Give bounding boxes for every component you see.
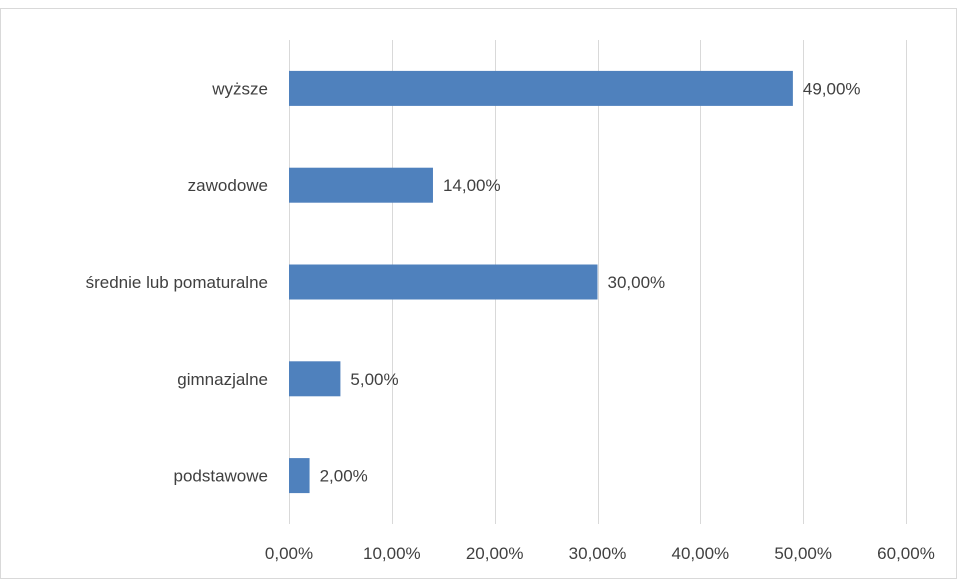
x-tick-label: 40,00%	[671, 544, 729, 563]
x-tick-label: 20,00%	[466, 544, 524, 563]
bars	[289, 70, 793, 494]
data-label: 30,00%	[608, 273, 666, 292]
category-label: gimnazjalne	[177, 370, 268, 389]
bar	[289, 264, 598, 300]
gridlines	[289, 40, 907, 524]
category-label: podstawowe	[173, 467, 268, 486]
x-tick-label: 10,00%	[363, 544, 421, 563]
bar	[289, 167, 433, 203]
category-labels: wyższe zawodowe średnie lub pomaturalne gim…	[86, 79, 268, 485]
x-tick-label: 50,00%	[774, 544, 832, 563]
data-label: 14,00%	[443, 176, 501, 195]
bar	[289, 70, 793, 106]
data-label: 5,00%	[350, 370, 398, 389]
data-label: 49,00%	[803, 79, 861, 98]
bar	[289, 458, 310, 494]
category-label: średnie lub pomaturalne	[86, 273, 268, 292]
data-labels: 49,00% 14,00% 30,00% 5,00% 2,00%	[320, 79, 861, 485]
x-tick-label: 60,00%	[877, 544, 935, 563]
bar	[289, 361, 341, 397]
category-label: zawodowe	[188, 176, 268, 195]
data-label: 2,00%	[320, 467, 368, 486]
x-tick-label: 0,00%	[265, 544, 313, 563]
category-label: wyższe	[211, 79, 268, 98]
x-axis-tick-labels: 0,00% 10,00% 20,00% 30,00% 40,00% 50,00% 60,00…	[265, 544, 935, 563]
x-tick-label: 30,00%	[569, 544, 627, 563]
